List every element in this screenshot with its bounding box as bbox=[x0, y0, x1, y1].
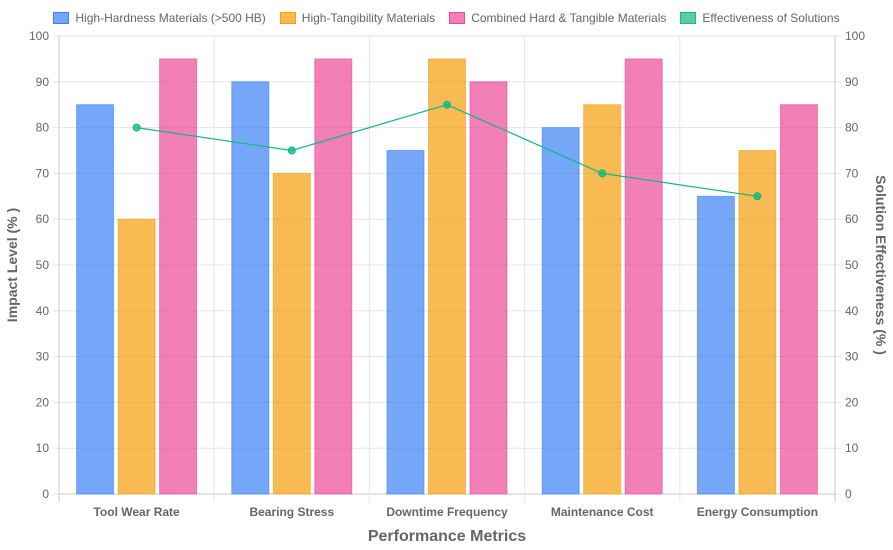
bar bbox=[386, 150, 425, 495]
line-point bbox=[132, 123, 141, 132]
bar bbox=[314, 58, 353, 495]
x-tick-label: Tool Wear Rate bbox=[93, 505, 180, 519]
legend-swatch bbox=[449, 12, 466, 24]
y2-tick-label: 20 bbox=[845, 395, 859, 409]
y2-tick-label: 50 bbox=[845, 258, 859, 272]
legend-label: High-Hardness Materials (>500 HB) bbox=[75, 11, 266, 25]
bar bbox=[117, 218, 156, 495]
y2-axis-title: Solution Effectiveness (% ) bbox=[873, 175, 889, 355]
bar bbox=[428, 58, 466, 495]
y-tick-label: 50 bbox=[36, 258, 50, 272]
legend-item[interactable]: High-Tangibility Materials bbox=[279, 11, 436, 25]
legend-swatch bbox=[279, 12, 296, 24]
x-axis-title: Performance Metrics bbox=[368, 528, 526, 545]
line-point bbox=[443, 100, 451, 109]
y-tick-label: 10 bbox=[36, 441, 50, 455]
y2-tick-label: 70 bbox=[845, 166, 859, 180]
bar bbox=[624, 58, 663, 495]
y-tick-label: 70 bbox=[36, 166, 50, 180]
legend-item[interactable]: High-Hardness Materials (>500 HB) bbox=[53, 11, 266, 25]
bar bbox=[738, 150, 777, 495]
y2-tick-label: 40 bbox=[845, 304, 859, 318]
legend-item[interactable]: Effectiveness of Solutions bbox=[680, 11, 840, 25]
y2-tick-label: 90 bbox=[845, 75, 859, 89]
bar bbox=[583, 104, 622, 495]
bar bbox=[231, 81, 270, 495]
y-tick-label: 90 bbox=[36, 75, 50, 89]
legend: High-Hardness Materials (>500 HB) High-Ta… bbox=[0, 11, 893, 25]
line-point bbox=[287, 146, 296, 155]
y-tick-label: 40 bbox=[36, 304, 50, 318]
line-point bbox=[598, 169, 607, 178]
bar bbox=[272, 172, 311, 495]
bar bbox=[76, 104, 115, 495]
bar bbox=[469, 81, 508, 495]
y-tick-label: 30 bbox=[36, 350, 50, 364]
y-tick-label: 0 bbox=[42, 487, 49, 501]
legend-label: Effectiveness of Solutions bbox=[702, 11, 840, 25]
y2-tick-label: 30 bbox=[845, 350, 859, 364]
y2-tick-label: 10 bbox=[845, 441, 859, 455]
x-tick-label: Maintenance Cost bbox=[551, 505, 654, 519]
y-tick-label: 60 bbox=[36, 212, 50, 226]
legend-label: Combined Hard & Tangible Materials bbox=[471, 11, 667, 25]
legend-label: High-Tangibility Materials bbox=[301, 11, 436, 25]
legend-item[interactable]: Combined Hard & Tangible Materials bbox=[449, 11, 666, 25]
y2-tick-label: 100 bbox=[845, 29, 865, 43]
y2-tick-label: 0 bbox=[845, 487, 852, 501]
y2-tick-label: 60 bbox=[845, 212, 859, 226]
y-axis-title: Impact Level (% ) bbox=[4, 208, 20, 322]
y2-tick-label: 80 bbox=[845, 121, 859, 135]
legend-swatch bbox=[680, 12, 697, 24]
y-tick-label: 100 bbox=[29, 29, 49, 43]
bar bbox=[541, 127, 580, 495]
bar bbox=[696, 195, 735, 495]
x-tick-label: Bearing Stress bbox=[249, 505, 334, 519]
bar bbox=[779, 104, 818, 495]
y-tick-label: 20 bbox=[36, 395, 50, 409]
x-tick-label: Downtime Frequency bbox=[386, 505, 508, 519]
y-tick-label: 80 bbox=[36, 121, 50, 135]
x-tick-label: Energy Consumption bbox=[697, 505, 818, 519]
line-point bbox=[753, 192, 762, 201]
bar bbox=[159, 58, 198, 495]
legend-swatch bbox=[53, 12, 70, 24]
